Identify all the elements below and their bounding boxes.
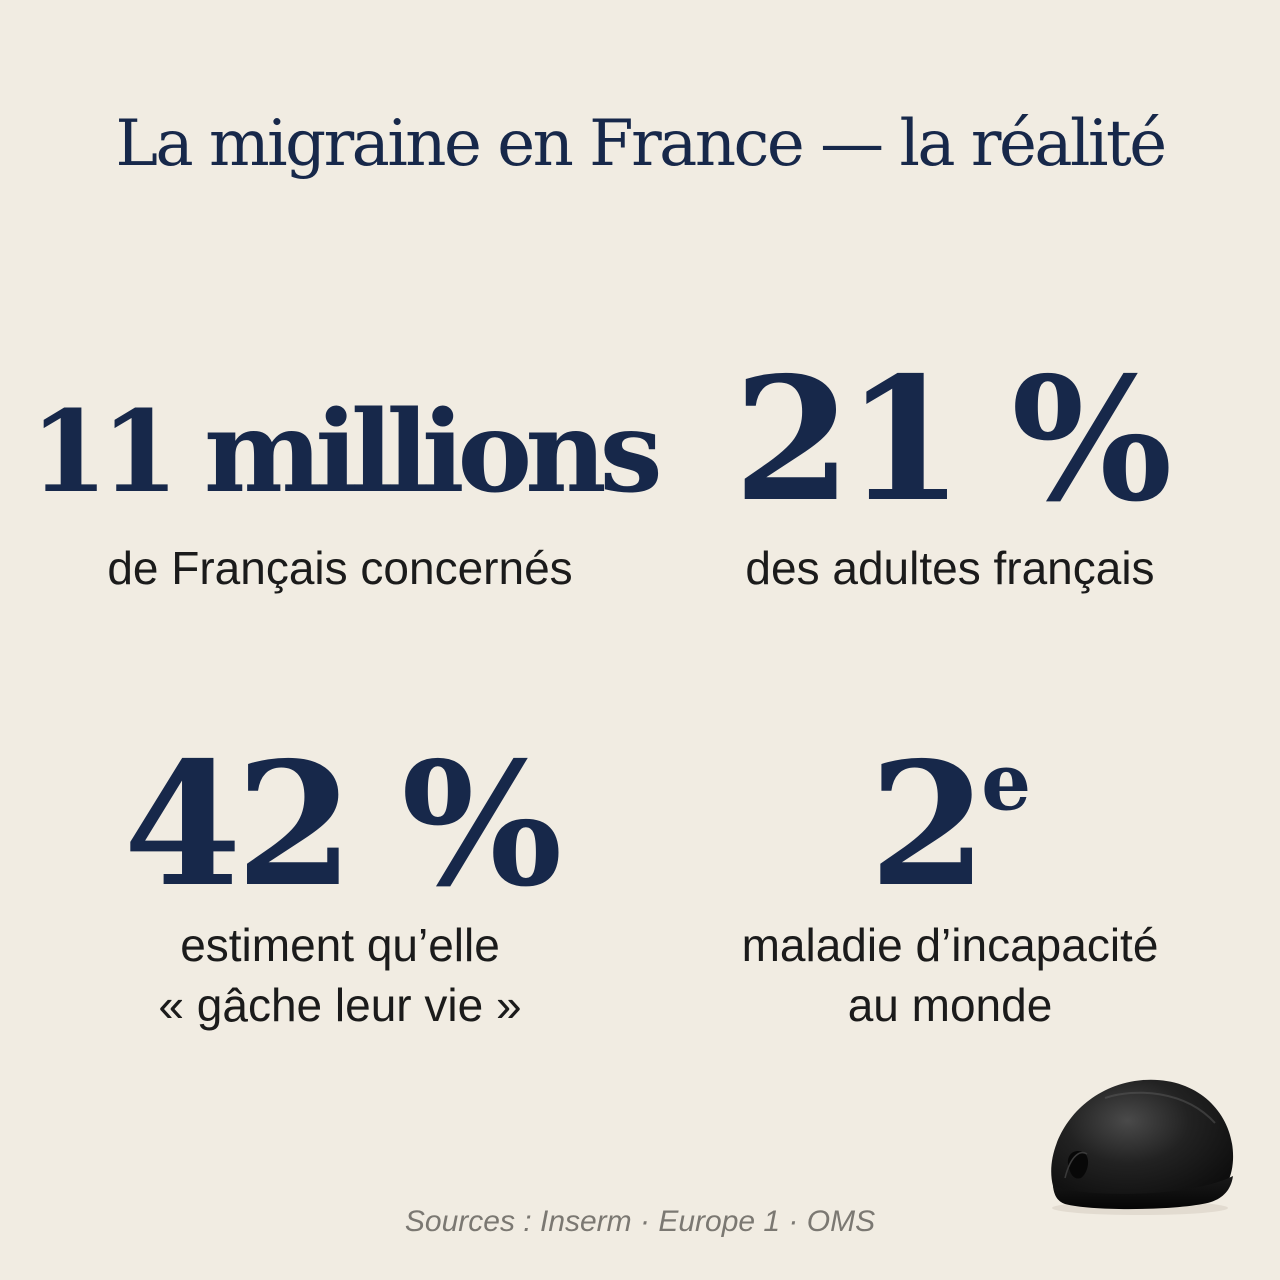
stat-description-line-2: « gâche leur vie » <box>158 979 522 1031</box>
stat-42-percent: 42 % estiment qu’elle « gâche leur vie » <box>30 735 650 1035</box>
stat-description-line-2: au monde <box>847 979 1053 1031</box>
stat-21-percent: 21 % des adultes français <box>650 350 1250 598</box>
stat-value: 11 millions <box>30 387 663 518</box>
stat-value: 2e <box>650 735 1250 915</box>
stat-11-millions: 11 millions de Français concernés <box>30 378 663 598</box>
stat-description: de Français concernés <box>107 542 573 594</box>
stat-value: 42 % <box>123 725 562 925</box>
page-title: La migraine en France — la réalité <box>115 107 1167 181</box>
stat-2e: 2e maladie d’incapacité au monde <box>650 735 1250 1035</box>
stat-description: des adultes français <box>745 542 1155 594</box>
sources-text: Sources : Inserm · Europe 1 · OMS <box>404 1205 876 1238</box>
stat-description-line-1: maladie d’incapacité <box>741 919 1159 971</box>
stat-value-number: 2 <box>868 725 987 925</box>
stat-value-suffix: e <box>981 737 1032 829</box>
migraine-cap-image <box>1051 1079 1234 1215</box>
stat-description-line-1: estiment qu’elle <box>180 919 500 971</box>
stat-value: 21 % <box>733 340 1172 540</box>
